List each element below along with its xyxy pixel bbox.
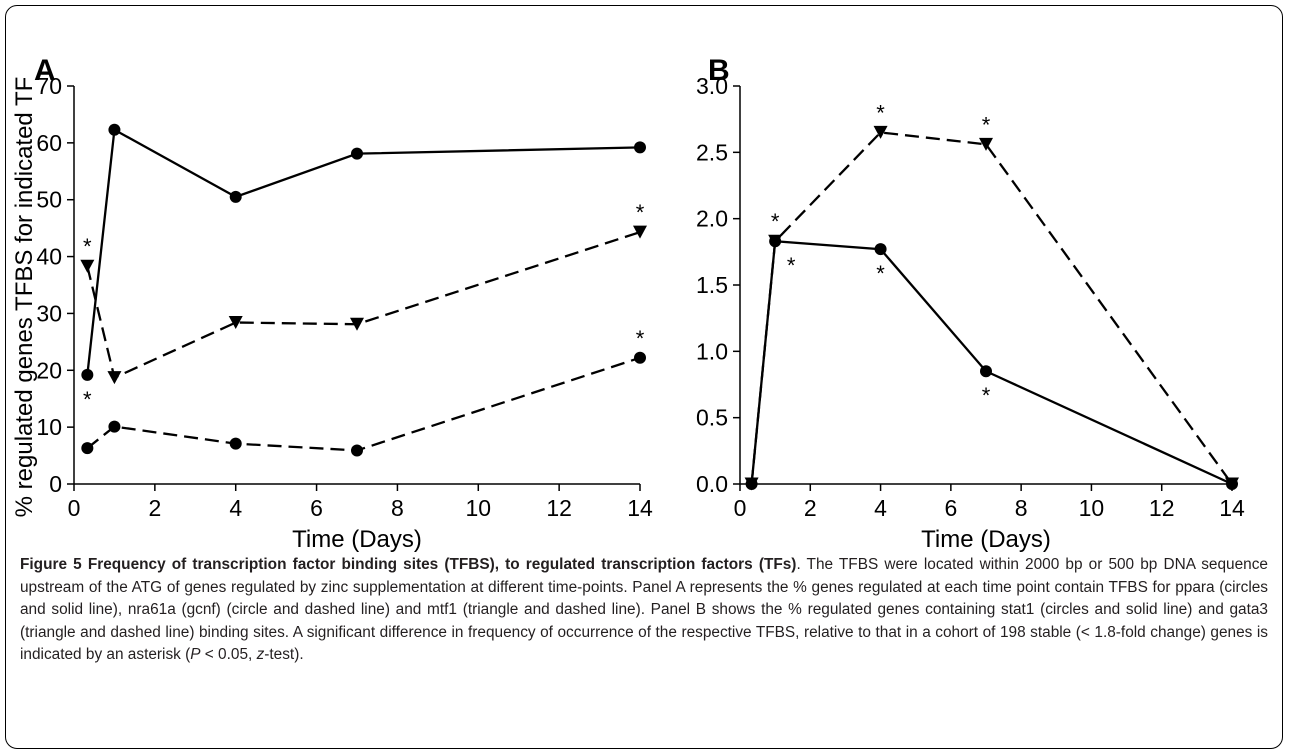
data-point-circle (980, 365, 992, 378)
x-tick-label: 12 (546, 495, 572, 521)
caption-z-symbol: z (256, 646, 265, 663)
caption-end: -test). (264, 646, 304, 663)
x-tick-label: 0 (68, 495, 81, 521)
x-tick-label: 8 (391, 495, 404, 521)
data-point-circle (634, 351, 646, 364)
x-axis-title: Time (Days) (921, 526, 1051, 553)
data-point-triangle (228, 316, 243, 330)
x-tick-label: 12 (1149, 495, 1175, 521)
data-point-triangle (873, 125, 888, 139)
data-point-circle (108, 420, 121, 433)
data-point-circle (229, 190, 242, 203)
data-point-triangle (979, 137, 993, 151)
figure-frame (5, 5, 1283, 749)
significance-asterisk: * (83, 234, 92, 259)
x-axis-title: Time (Days) (292, 526, 422, 553)
x-tick-label: 2 (148, 495, 161, 521)
series-line (750, 239, 1233, 486)
y-tick-label: 70 (36, 73, 62, 99)
caption-p-symbol: P (190, 646, 201, 663)
y-tick-label: 10 (36, 414, 62, 440)
significance-asterisk: * (771, 209, 780, 234)
x-tick-label: 6 (310, 495, 323, 521)
y-tick-label: 1.5 (696, 272, 728, 298)
significance-asterisk: * (636, 326, 645, 351)
y-tick-label: 0.5 (696, 405, 728, 431)
data-point-circle (351, 444, 363, 457)
y-tick-label: 2.5 (696, 139, 728, 165)
data-point-circle (81, 368, 94, 381)
panel-label: B (708, 54, 730, 87)
data-point-triangle (80, 259, 95, 273)
data-point-triangle (107, 371, 122, 385)
y-tick-label: 40 (36, 244, 62, 270)
significance-asterisk: * (876, 100, 885, 125)
x-tick-label: 8 (1015, 495, 1028, 521)
caption-mid: < 0.05, (200, 646, 257, 663)
x-tick-label: 0 (734, 495, 747, 521)
series-line (86, 127, 641, 375)
y-tick-label: 60 (36, 130, 62, 156)
x-tick-label: 10 (1079, 495, 1105, 521)
x-tick-label: 4 (229, 495, 242, 521)
series-line (86, 231, 641, 380)
significance-asterisk: * (982, 112, 991, 137)
y-tick-label: 0 (49, 471, 62, 497)
significance-asterisk: * (636, 200, 645, 225)
x-tick-label: 10 (465, 495, 491, 521)
data-point-circle (874, 243, 887, 256)
data-point-triangle (768, 234, 783, 248)
series-line (86, 356, 641, 452)
y-axis-title: % regulated genes TFBS for indicated TF (11, 77, 38, 518)
data-point-circle (108, 123, 121, 136)
x-tick-label: 14 (1219, 495, 1245, 521)
x-tick-label: 6 (944, 495, 957, 521)
data-point-circle (351, 147, 363, 160)
y-tick-label: 0.0 (696, 471, 728, 497)
y-tick-label: 2.0 (696, 206, 728, 232)
data-point-triangle (350, 317, 364, 331)
caption-lead: Figure 5 Frequency of transcription fact… (20, 556, 797, 573)
x-tick-label: 14 (627, 495, 653, 521)
chart-panel-a: A 0 10 20 30 40 50 60 70 0 2 4 6 8 10 12 14 Time (Days) % … (11, 54, 653, 553)
caption-body: . The TFBS were located within 2000 bp o… (20, 556, 1268, 663)
significance-asterisk: * (83, 387, 92, 412)
significance-asterisk: * (787, 253, 796, 278)
x-tick-label: 4 (874, 495, 887, 521)
figure-caption: Figure 5 Frequency of transcription fact… (20, 554, 1268, 667)
data-point-circle (229, 437, 242, 450)
data-point-circle (81, 442, 94, 455)
y-tick-label: 1.0 (696, 338, 728, 364)
series-line (750, 131, 1233, 485)
panel-label: A (34, 54, 56, 87)
data-point-circle (634, 141, 646, 154)
data-point-triangle (633, 225, 647, 239)
y-tick-label: 3.0 (696, 73, 728, 99)
significance-asterisk: * (982, 383, 991, 408)
data-point-triangle (744, 477, 759, 491)
data-point-triangle (1225, 477, 1239, 491)
y-tick-label: 50 (36, 187, 62, 213)
y-tick-label: 20 (36, 357, 62, 383)
x-tick-label: 2 (804, 495, 817, 521)
significance-asterisk: * (876, 261, 885, 286)
chart-panel-b: B 0.0 0.5 1.0 1.5 2.0 2.5 3.0 0 2 4 6 8 10 12 14 Time (D… (696, 54, 1245, 553)
y-tick-label: 30 (36, 300, 62, 326)
